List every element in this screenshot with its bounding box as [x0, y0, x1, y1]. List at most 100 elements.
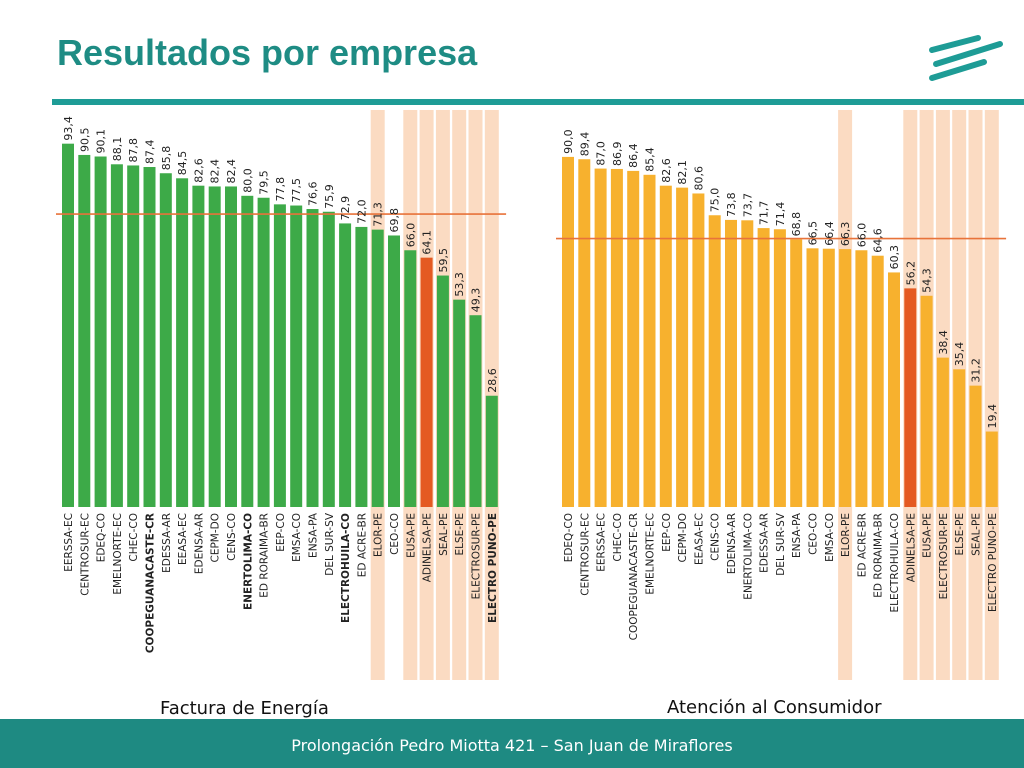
title-divider — [52, 99, 1024, 105]
category-label: EUSA-PE — [922, 513, 934, 558]
category-label: EMELNORTE-EC — [645, 513, 657, 595]
category-label: ENSA-PA — [308, 512, 320, 558]
category-label: ELECTROHUILA-CO — [889, 513, 901, 613]
data-label: 89,4 — [578, 132, 591, 157]
category-label: EERSSA-EC — [63, 513, 75, 572]
category-label: CEPM-DO — [210, 513, 222, 563]
bar — [371, 229, 384, 507]
bar — [110, 164, 123, 507]
data-label: 75,0 — [709, 188, 722, 213]
bar — [453, 299, 466, 507]
data-label: 64,6 — [872, 228, 885, 253]
bar — [355, 226, 368, 508]
data-label: 53,3 — [453, 272, 466, 297]
bar — [969, 385, 982, 507]
bar — [676, 187, 689, 508]
category-label: EEP-CO — [275, 513, 287, 552]
category-label: ENSA-PA — [791, 512, 803, 558]
data-label: 90,0 — [562, 129, 575, 154]
category-label: CHEC-CO — [612, 513, 624, 562]
bar — [855, 250, 868, 507]
bar — [594, 168, 607, 507]
data-label: 19,4 — [986, 404, 999, 429]
category-label: EEP-CO — [661, 513, 673, 552]
data-label: 54,3 — [921, 268, 934, 293]
category-label: SEAL-PE — [438, 513, 450, 556]
category-label: EUSA-PE — [405, 513, 417, 558]
bar — [339, 223, 352, 507]
data-label: 90,5 — [78, 127, 91, 152]
category-label: CHEC-CO — [128, 513, 140, 562]
data-label: 71,7 — [758, 201, 771, 226]
bar — [273, 204, 286, 507]
bar — [290, 205, 303, 507]
data-label: 71,4 — [774, 202, 787, 227]
data-label: 38,4 — [937, 330, 950, 355]
energy-bill-chart: 93,4 90,5 90,1 88,1 87,8 87,4 85,8 84,5 82,6 82,4… — [56, 110, 507, 680]
category-label: EMSA-CO — [291, 513, 303, 562]
data-label: 66,3 — [839, 222, 852, 247]
category-label: ED RORAIMA-BR — [259, 513, 271, 598]
data-label: 76,6 — [307, 182, 320, 207]
category-label: ELSE-PE — [454, 513, 466, 556]
category-label: CEO-CO — [808, 513, 820, 555]
data-label: 60,3 — [888, 245, 901, 269]
logo-icon — [929, 35, 1003, 81]
category-label: ELECTRO PUNO-PE — [487, 513, 499, 623]
bar — [643, 174, 656, 507]
bar — [659, 185, 672, 507]
bar — [192, 185, 205, 507]
data-label: 72,9 — [339, 196, 352, 221]
bar — [225, 186, 237, 507]
bar — [920, 295, 933, 507]
bar — [806, 248, 819, 507]
category-label: CENTROSUR-EC — [79, 513, 91, 596]
category-label: ENERTOLIMA-CO — [742, 513, 754, 600]
category-label: CENTROSUR-EC — [579, 513, 591, 596]
bar — [757, 228, 770, 507]
category-label: DEL SUR-SV — [324, 512, 336, 576]
bar — [725, 219, 737, 507]
data-label: 82,4 — [225, 159, 238, 184]
bar — [692, 193, 705, 507]
highlight-band — [984, 110, 999, 680]
bar — [562, 156, 574, 507]
bar — [485, 395, 498, 507]
bar — [208, 186, 221, 507]
category-label: ED RORAIMA-BR — [873, 513, 885, 598]
category-label: EEASA-EC — [693, 513, 705, 565]
category-label: ELOR-PE — [373, 513, 385, 557]
category-label: ED ACRE-BR — [356, 513, 368, 577]
data-label: 28,6 — [486, 368, 499, 393]
category-label: DEL SUR-SV — [775, 512, 787, 576]
data-label: 66,5 — [807, 221, 820, 246]
chart-caption-energy: Factura de Energía — [160, 698, 329, 719]
category-label: EMELNORTE-EC — [112, 513, 124, 595]
data-label: 87,8 — [127, 138, 140, 163]
category-label: EERSSA-EC — [596, 513, 608, 572]
page-title: Resultados por empresa — [57, 32, 478, 73]
category-label: COOPEGUANACASTE-CR — [628, 513, 640, 640]
data-label: 82,6 — [192, 158, 205, 183]
category-label: EDESSA-AR — [759, 513, 771, 573]
data-label: 68,8 — [790, 212, 803, 237]
chart-caption-consumer: Atención al Consumidor — [667, 697, 882, 718]
category-label: EEASA-EC — [177, 513, 189, 565]
bar — [610, 168, 623, 508]
footer-address: Prolongación Pedro Miotta 421 – San Juan… — [291, 736, 733, 755]
data-label: 73,7 — [741, 193, 754, 218]
bar — [404, 250, 417, 507]
data-label: 82,6 — [660, 158, 673, 183]
category-label: ELECTRO PUNO-PE — [987, 513, 999, 612]
data-label: 75,9 — [323, 184, 336, 209]
category-label: CEPM-DO — [677, 513, 689, 563]
bar — [322, 211, 335, 507]
category-label: EDEQ-CO — [563, 513, 575, 562]
category-label: EDEQ-CO — [96, 513, 108, 562]
category-label: EDESSA-AR — [161, 513, 173, 573]
bar — [306, 209, 319, 507]
data-label: 35,4 — [953, 342, 966, 367]
category-label: ENERTOLIMA-CO — [242, 513, 254, 610]
data-label: 56,2 — [904, 261, 917, 286]
bar — [708, 215, 721, 507]
